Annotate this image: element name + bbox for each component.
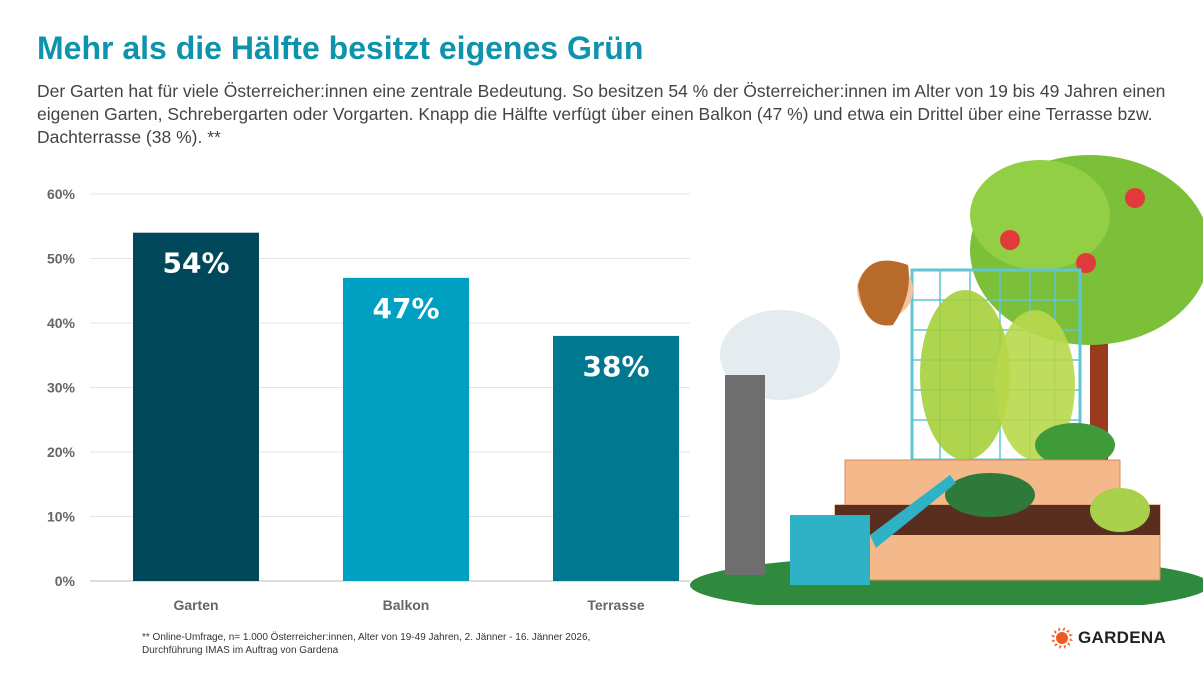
bar-chart: 0% 10% 20% 30% 40% 50% 60% 54% Garten 47% Balkon 38… xyxy=(47,186,690,613)
bar-balkon xyxy=(343,277,469,581)
bar-garten xyxy=(133,232,259,581)
x-tick-label: Balkon xyxy=(383,597,430,613)
gardener-legs xyxy=(725,375,765,575)
y-tick-label: 10% xyxy=(47,509,76,525)
y-tick-label: 30% xyxy=(47,380,76,396)
y-tick-label: 40% xyxy=(47,315,76,331)
watering-can xyxy=(790,475,956,585)
data-label: 38% xyxy=(582,350,649,383)
bar-terrasse xyxy=(553,335,679,581)
gardener-illustration xyxy=(690,155,1203,605)
page-title: Mehr als die Hälfte besitzt eigenes Grün xyxy=(37,30,644,66)
sun-logo-icon xyxy=(1050,626,1074,650)
x-tick-label: Terrasse xyxy=(587,597,645,613)
data-label: 54% xyxy=(162,247,229,280)
apple xyxy=(1000,230,1020,250)
apple xyxy=(1125,188,1145,208)
lettuce xyxy=(1035,423,1115,467)
x-tick-label: Garten xyxy=(173,597,218,613)
y-tick-label: 0% xyxy=(55,573,76,589)
data-label: 47% xyxy=(372,292,439,325)
logo-text: GARDENA xyxy=(1078,628,1167,647)
apple xyxy=(1076,253,1096,273)
footnote: ** Online-Umfrage, n= 1.000 Österreicher… xyxy=(142,632,590,657)
cabbage xyxy=(1090,488,1150,532)
y-tick-label: 50% xyxy=(47,251,76,267)
footnote-line: Durchführung IMAS im Auftrag von Gardena xyxy=(142,644,339,656)
y-tick-label: 20% xyxy=(47,444,76,460)
y-tick-label: 60% xyxy=(47,186,76,202)
page-subtitle: Der Garten hat für viele Österreicher:in… xyxy=(37,81,1166,147)
cucumber-plant xyxy=(920,290,1010,460)
gardena-logo: GARDENA xyxy=(1050,626,1166,650)
footnote-line: ** Online-Umfrage, n= 1.000 Österreicher… xyxy=(142,632,591,643)
